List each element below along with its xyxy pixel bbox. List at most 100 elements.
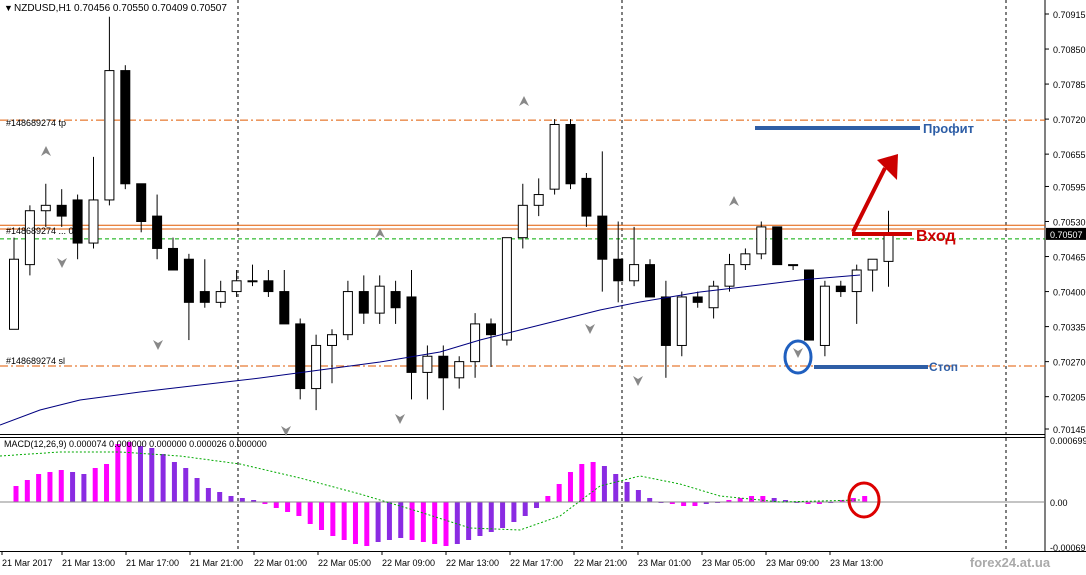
macd-bar	[635, 490, 641, 502]
macd-bar	[239, 498, 245, 502]
macd-bar	[319, 502, 325, 530]
time-tick-label: 21 Mar 17:00	[126, 558, 179, 568]
price-axis: 0.70915 0.70850 0.70785 0.70720 0.70655 0.705…	[1045, 10, 1086, 435]
candle	[120, 65, 131, 190]
macd-bar	[839, 500, 845, 502]
candle	[327, 329, 337, 384]
macd-bar	[115, 444, 121, 502]
time-axis: 21 Mar 2017 21 Mar 13:00 21 Mar 17:00 21 Ma…	[1, 551, 883, 568]
time-tick-label: 21 Mar 13:00	[62, 558, 115, 568]
entry-label: #148689274 ... 02	[6, 226, 79, 236]
candle	[183, 253, 194, 341]
macd-bar	[36, 474, 42, 502]
candle	[740, 248, 751, 271]
candle	[438, 345, 449, 411]
candle	[56, 189, 67, 227]
macd-bar	[183, 468, 189, 502]
candle	[9, 237, 19, 330]
time-tick-label: 21 Mar 21:00	[190, 558, 243, 568]
candle	[279, 270, 290, 325]
macd-bar	[386, 502, 392, 540]
time-tick-label: 22 Mar 09:00	[382, 558, 435, 568]
macd-bar	[726, 500, 732, 502]
candle	[136, 183, 147, 233]
candle	[311, 334, 322, 411]
price-tick-label: 0.70655	[1053, 150, 1086, 160]
time-tick-label: 23 Mar 09:00	[766, 558, 819, 568]
candle	[549, 119, 560, 195]
macd-bar	[805, 502, 811, 504]
macd-bar	[217, 492, 223, 502]
price-tick-label: 0.70595	[1053, 182, 1086, 192]
candle	[72, 194, 83, 260]
candle	[613, 221, 624, 303]
day-separators	[237, 0, 1007, 551]
macd-bar	[420, 502, 426, 542]
candle	[804, 269, 814, 341]
macd-bar	[511, 502, 517, 522]
fractal-up-icon	[519, 96, 529, 106]
macd-bar	[296, 502, 302, 516]
candle	[708, 280, 719, 319]
profit-arrow-line	[851, 167, 887, 233]
macd-bar	[273, 502, 279, 508]
macd-bar	[567, 472, 573, 502]
fractal-down-icon	[793, 348, 803, 358]
time-tick-label: 22 Mar 17:00	[510, 558, 563, 568]
macd-bar	[466, 502, 472, 540]
profit-arrow-head	[877, 154, 898, 180]
macd-tick-label: 0.00	[1050, 498, 1068, 508]
candle	[692, 291, 703, 308]
candle	[724, 253, 735, 292]
candle	[263, 270, 274, 297]
candle	[851, 264, 862, 324]
candle	[152, 194, 163, 260]
macd-bar	[624, 482, 630, 502]
macd-bar	[352, 502, 358, 544]
macd-bar	[443, 502, 449, 546]
fractal-arrows	[41, 96, 803, 436]
fractal-up-icon	[375, 228, 385, 238]
macd-bar	[126, 442, 132, 502]
entry-label-annotation: Вход	[916, 228, 956, 245]
candle	[88, 156, 99, 249]
price-tick-label: 0.70400	[1053, 288, 1086, 298]
candle	[231, 270, 242, 297]
macd-bar	[488, 502, 494, 532]
time-tick-label: 23 Mar 13:00	[830, 558, 883, 568]
macd-bar	[171, 462, 177, 502]
macd-bar	[137, 446, 143, 502]
time-tick-label: 23 Mar 05:00	[702, 558, 755, 568]
candle	[486, 318, 496, 368]
time-tick-label: 22 Mar 13:00	[446, 558, 499, 568]
macd-bar	[601, 466, 607, 502]
price-tick-label: 0.70720	[1053, 115, 1086, 125]
ma-line	[0, 274, 861, 426]
macd-bar	[692, 502, 698, 506]
candle	[565, 119, 576, 190]
chart-header: NZDUSD,H1 0.70456 0.70550 0.70409 0.7050…	[14, 3, 227, 14]
candle	[24, 205, 35, 276]
price-tick-label: 0.70785	[1053, 80, 1086, 90]
price-tick-label: 0.70145	[1053, 425, 1086, 435]
macd-bar	[534, 502, 540, 508]
candle	[835, 280, 846, 297]
macd-bar	[160, 454, 166, 502]
fractal-down-icon	[395, 414, 405, 424]
macd-bar	[500, 502, 506, 528]
macd-bar	[613, 474, 619, 502]
price-tick-label: 0.70915	[1053, 10, 1086, 20]
macd-bar	[669, 502, 675, 504]
macd-bar	[477, 502, 483, 536]
candle	[358, 275, 369, 324]
macd-axis: 0.000699 0.00 -0.000699	[1050, 436, 1086, 553]
macd-highlight-circle	[847, 481, 881, 519]
candle	[454, 356, 465, 389]
macd-bar	[228, 496, 234, 502]
macd-bar	[454, 502, 460, 544]
candle	[676, 291, 687, 357]
sl-label: #148689274 sl	[6, 356, 65, 366]
macd-bar	[330, 502, 336, 536]
macd-bar	[782, 500, 788, 502]
